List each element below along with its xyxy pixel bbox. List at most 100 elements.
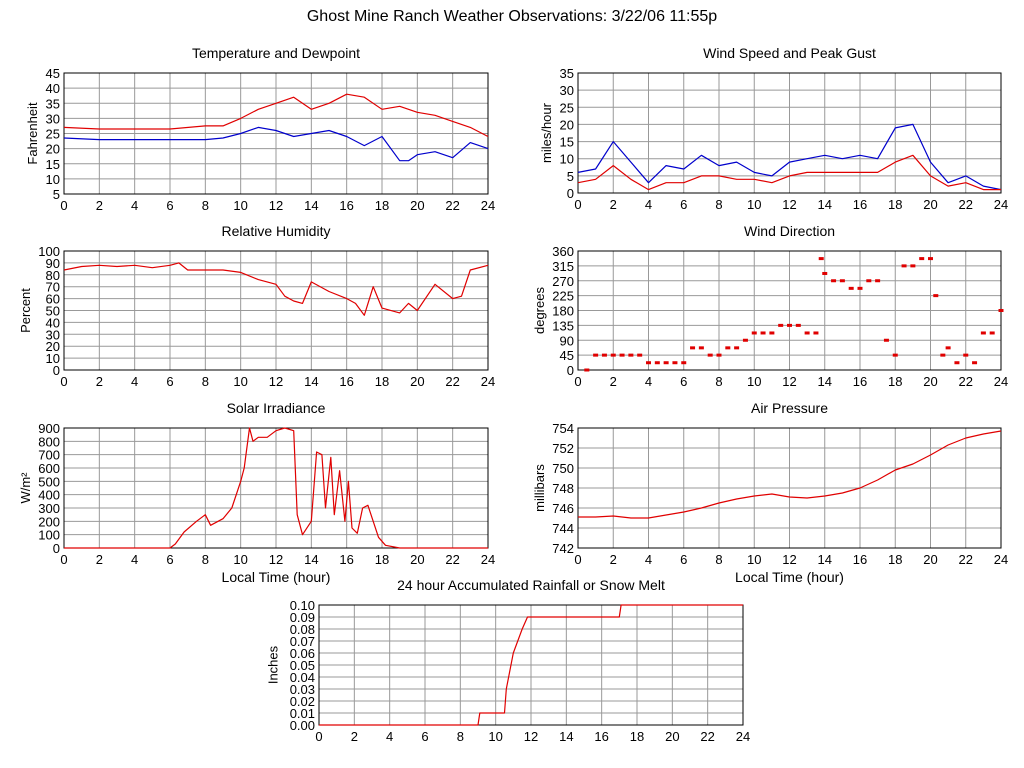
humidity-y-tick-label: 80 [46,268,60,283]
humidity-y-tick-label: 90 [46,256,60,271]
humidity-x-tick-label: 6 [166,374,173,389]
wind-direction-point [972,361,978,365]
solar-title: Solar Irradiance [227,400,326,416]
wind-direction-x-tick-label: 2 [610,374,617,389]
temperature-y-tick-label: 35 [46,96,60,111]
pressure-chart: 0 2 4 6 8 10 12 14 16 18 20 22 247427447467487507527… [532,400,1008,585]
rainfall-x-tick-label: 20 [665,729,679,744]
temperature-x-tick-label: 6 [166,198,173,213]
wind-direction-point [822,271,828,275]
wind-direction-x-tick-label: 24 [994,374,1008,389]
wind-direction-point [681,361,687,365]
wind-direction-y-tick-label: 0 [567,363,574,378]
humidity-x-tick-label: 18 [375,374,389,389]
rainfall-y-tick-label: 0.06 [290,646,315,661]
humidity-frame [63,250,489,371]
temperature-series-line-0 [63,93,489,138]
pressure-x-tick-label: 12 [782,552,796,567]
wind-direction-point [663,361,669,365]
pressure-x-axis-label: Local Time (hour) [735,569,844,585]
wind-direction-point [584,368,590,372]
wind-direction-point [619,353,625,357]
wind-direction-y-tick-label: 225 [552,289,574,304]
pressure-y-tick-label: 744 [552,521,574,536]
wind-direction-y-tick-label: 135 [552,318,574,333]
wind-direction-point [866,279,872,283]
wind-direction-chart: 0 2 4 6 8 10 12 14 16 18 20 22 240459013518022527031… [532,223,1008,389]
rainfall-y-tick-label: 0.00 [290,718,315,733]
humidity-y-axis-label: Percent [18,288,33,333]
wind-speed-y-tick-label: 35 [560,66,574,81]
wind-direction-point [998,309,1004,312]
pressure-y-tick-label: 750 [552,461,574,476]
wind-direction-point [787,323,792,327]
wind-speed-y-tick-label: 0 [567,186,574,201]
wind-speed-frame [577,72,1002,194]
solar-y-tick-label: 600 [38,461,60,476]
wind-speed-x-tick-label: 0 [574,197,581,212]
pressure-x-tick-label: 22 [959,552,973,567]
wind-direction-y-tick-label: 90 [560,333,574,348]
solar-x-tick-label: 22 [445,552,459,567]
temperature-x-tick-label: 14 [304,198,318,213]
humidity-y-tick-label: 0 [53,363,60,378]
rainfall-chart: 0 2 4 6 8 10 12 14 16 18 20 22 240.000.010.020.030.0… [265,577,750,744]
wind-direction-point [818,257,824,261]
wind-direction-point [954,361,960,365]
pressure-y-tick-label: 742 [552,541,574,556]
wind-speed-x-tick-label: 24 [994,197,1008,212]
pressure-y-tick-label: 752 [552,441,574,456]
wind-direction-point [910,264,916,268]
humidity-y-tick-label: 70 [46,280,60,295]
rainfall-y-tick-label: 0.01 [290,706,315,721]
rainfall-x-tick-label: 10 [488,729,502,744]
rainfall-x-tick-label: 16 [594,729,608,744]
solar-x-tick-label: 14 [304,552,318,567]
wind-direction-point [742,338,748,342]
solar-x-tick-label: 24 [481,552,495,567]
wind-direction-point [769,331,775,335]
rainfall-series-line-0 [319,604,743,726]
wind-direction-point [804,331,810,335]
solar-x-tick-label: 8 [202,552,209,567]
wind-direction-y-tick-label: 270 [552,274,574,289]
wind-speed-series-line-0 [577,123,1002,191]
wind-direction-point [813,331,819,335]
wind-speed-x-tick-label: 18 [888,197,902,212]
temperature-y-tick-label: 10 [46,172,60,187]
wind-direction-point [637,353,643,357]
temperature-chart: 0 2 4 6 8 10 12 14 16 18 20 22 2451015202530354045Te… [25,45,495,213]
rainfall-y-tick-label: 0.02 [290,694,315,709]
solar-y-tick-label: 900 [38,421,60,436]
pressure-x-tick-label: 6 [680,552,687,567]
wind-direction-point [892,353,898,357]
rainfall-y-tick-label: 0.03 [290,682,315,697]
temperature-frame [63,72,489,195]
solar-x-tick-label: 0 [60,552,67,567]
wind-direction-y-tick-label: 315 [552,259,574,274]
wind-direction-point [928,257,933,261]
temperature-y-tick-label: 5 [53,187,60,202]
solar-y-tick-label: 400 [38,488,60,503]
wind-direction-x-tick-label: 14 [818,374,832,389]
wind-direction-x-tick-label: 20 [923,374,937,389]
humidity-x-tick-label: 2 [96,374,103,389]
humidity-x-tick-label: 22 [445,374,459,389]
wind-direction-point [716,353,722,357]
temperature-x-tick-label: 22 [445,198,459,213]
humidity-title: Relative Humidity [222,223,331,239]
pressure-x-tick-label: 16 [853,552,867,567]
humidity-y-tick-label: 50 [46,304,60,319]
temperature-y-tick-label: 25 [46,127,60,142]
rainfall-y-tick-label: 0.07 [290,634,315,649]
wind-direction-point [760,331,766,335]
solar-x-tick-label: 12 [269,552,283,567]
pressure-y-axis-label: millibars [532,464,547,512]
wind-direction-point [919,257,925,261]
wind-direction-point [778,323,784,327]
wind-speed-chart: 0 2 4 6 8 10 12 14 16 18 20 22 2405101520253035Wind … [539,45,1008,212]
solar-y-tick-label: 300 [38,501,60,516]
solar-x-tick-label: 4 [131,552,138,567]
pressure-x-tick-label: 24 [994,552,1008,567]
pressure-series-line-0 [578,430,1002,519]
